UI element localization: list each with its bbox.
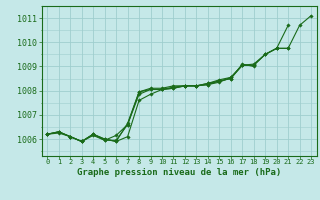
X-axis label: Graphe pression niveau de la mer (hPa): Graphe pression niveau de la mer (hPa) — [77, 168, 281, 177]
